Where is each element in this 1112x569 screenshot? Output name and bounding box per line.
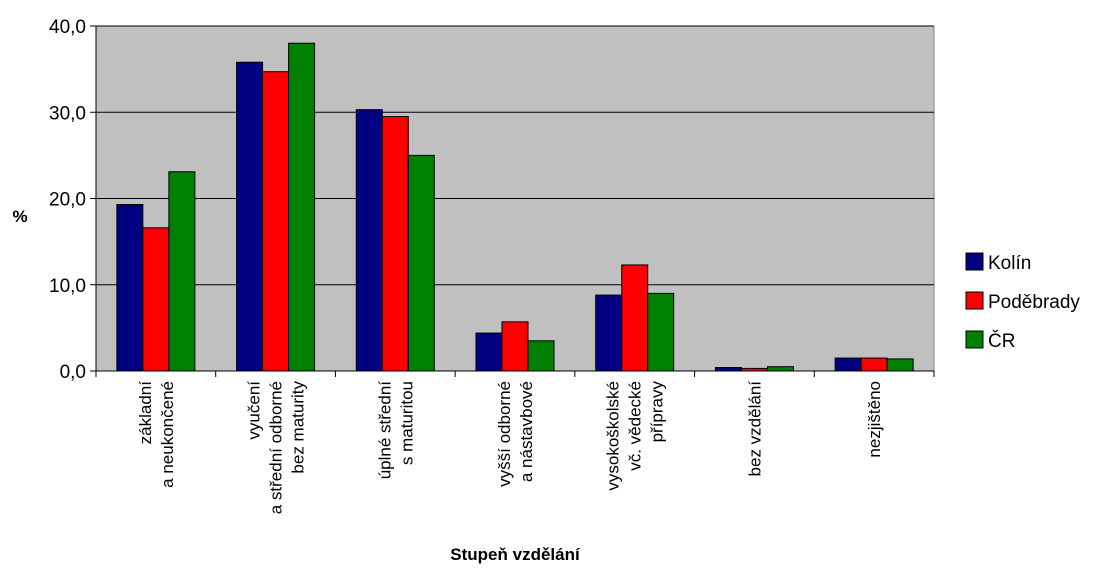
- x-axis-title: Stupeň vzdělání: [450, 545, 581, 564]
- bar: [621, 264, 649, 372]
- legend: Kolín Poděbrady ČR: [965, 252, 1080, 352]
- bar: [475, 332, 503, 372]
- category-label-line: úplné střední: [375, 381, 394, 480]
- category-label-line: bez vzdělání: [745, 381, 764, 477]
- bar: [766, 366, 794, 372]
- category-label: vyšší odborné a nástavbové: [495, 381, 536, 487]
- bar: [407, 154, 435, 372]
- category-label-line: přípravy: [648, 381, 667, 443]
- bar: [116, 204, 144, 372]
- bar: [647, 292, 675, 372]
- bar: [262, 71, 290, 372]
- y-tick-label: 40,0: [49, 17, 86, 38]
- category-label-line: základní: [136, 381, 155, 445]
- bar: [595, 294, 623, 372]
- bar: [381, 116, 409, 372]
- category-label-line: nezjištěno: [865, 381, 884, 458]
- category-label-line: bez maturity: [289, 381, 308, 474]
- category-label: vyučení a střední odborné bez maturity: [245, 381, 308, 515]
- category-label-line: a nástavbové: [517, 381, 536, 482]
- bar: [860, 357, 888, 372]
- category-label-line: a střední odborné: [267, 381, 286, 514]
- axes: [90, 25, 935, 377]
- bar: [714, 367, 742, 372]
- category-label: úplné střední s maturitou: [375, 381, 416, 480]
- bars: [116, 42, 914, 372]
- y-tick-label: 10,0: [49, 276, 86, 297]
- category-label: vysokoškolské vč. vědecké přípravy: [604, 381, 667, 491]
- bar: [886, 358, 914, 372]
- bar: [501, 321, 529, 372]
- legend-swatch: [965, 330, 984, 349]
- category-label-line: vysokoškolské: [604, 381, 623, 491]
- category-label-line: a neukončené: [158, 381, 177, 488]
- x-category-labels: základní a neukončené vyučení a střední odb…: [136, 381, 884, 515]
- y-tick-labels: 0,0 10,0 20,0 30,0 40,0: [49, 17, 86, 383]
- bar: [288, 42, 316, 372]
- y-tick-label: 0,0: [60, 362, 86, 383]
- bar: [355, 109, 383, 372]
- legend-swatch: [965, 252, 984, 271]
- bar: [142, 227, 170, 372]
- y-axis-title: %: [12, 207, 27, 226]
- y-tick-label: 30,0: [49, 103, 86, 124]
- bar: [834, 357, 862, 372]
- category-label-line: vyšší odborné: [495, 381, 514, 487]
- category-label-line: vyučení: [245, 381, 264, 440]
- legend-label: Poděbrady: [988, 292, 1080, 313]
- category-label-line: vč. vědecké: [626, 381, 645, 471]
- legend-label: Kolín: [988, 253, 1031, 274]
- category-label-line: s maturitou: [397, 381, 416, 465]
- legend-swatch: [965, 291, 984, 310]
- legend-label: ČR: [988, 330, 1015, 352]
- gridlines: [96, 25, 934, 286]
- category-label: nezjištěno: [865, 381, 884, 458]
- bar: [236, 61, 264, 372]
- category-label: základní a neukončené: [136, 381, 177, 488]
- bar: [168, 171, 196, 372]
- bar: [527, 340, 555, 372]
- y-tick-label: 20,0: [49, 190, 86, 211]
- category-label: bez vzdělání: [745, 381, 764, 477]
